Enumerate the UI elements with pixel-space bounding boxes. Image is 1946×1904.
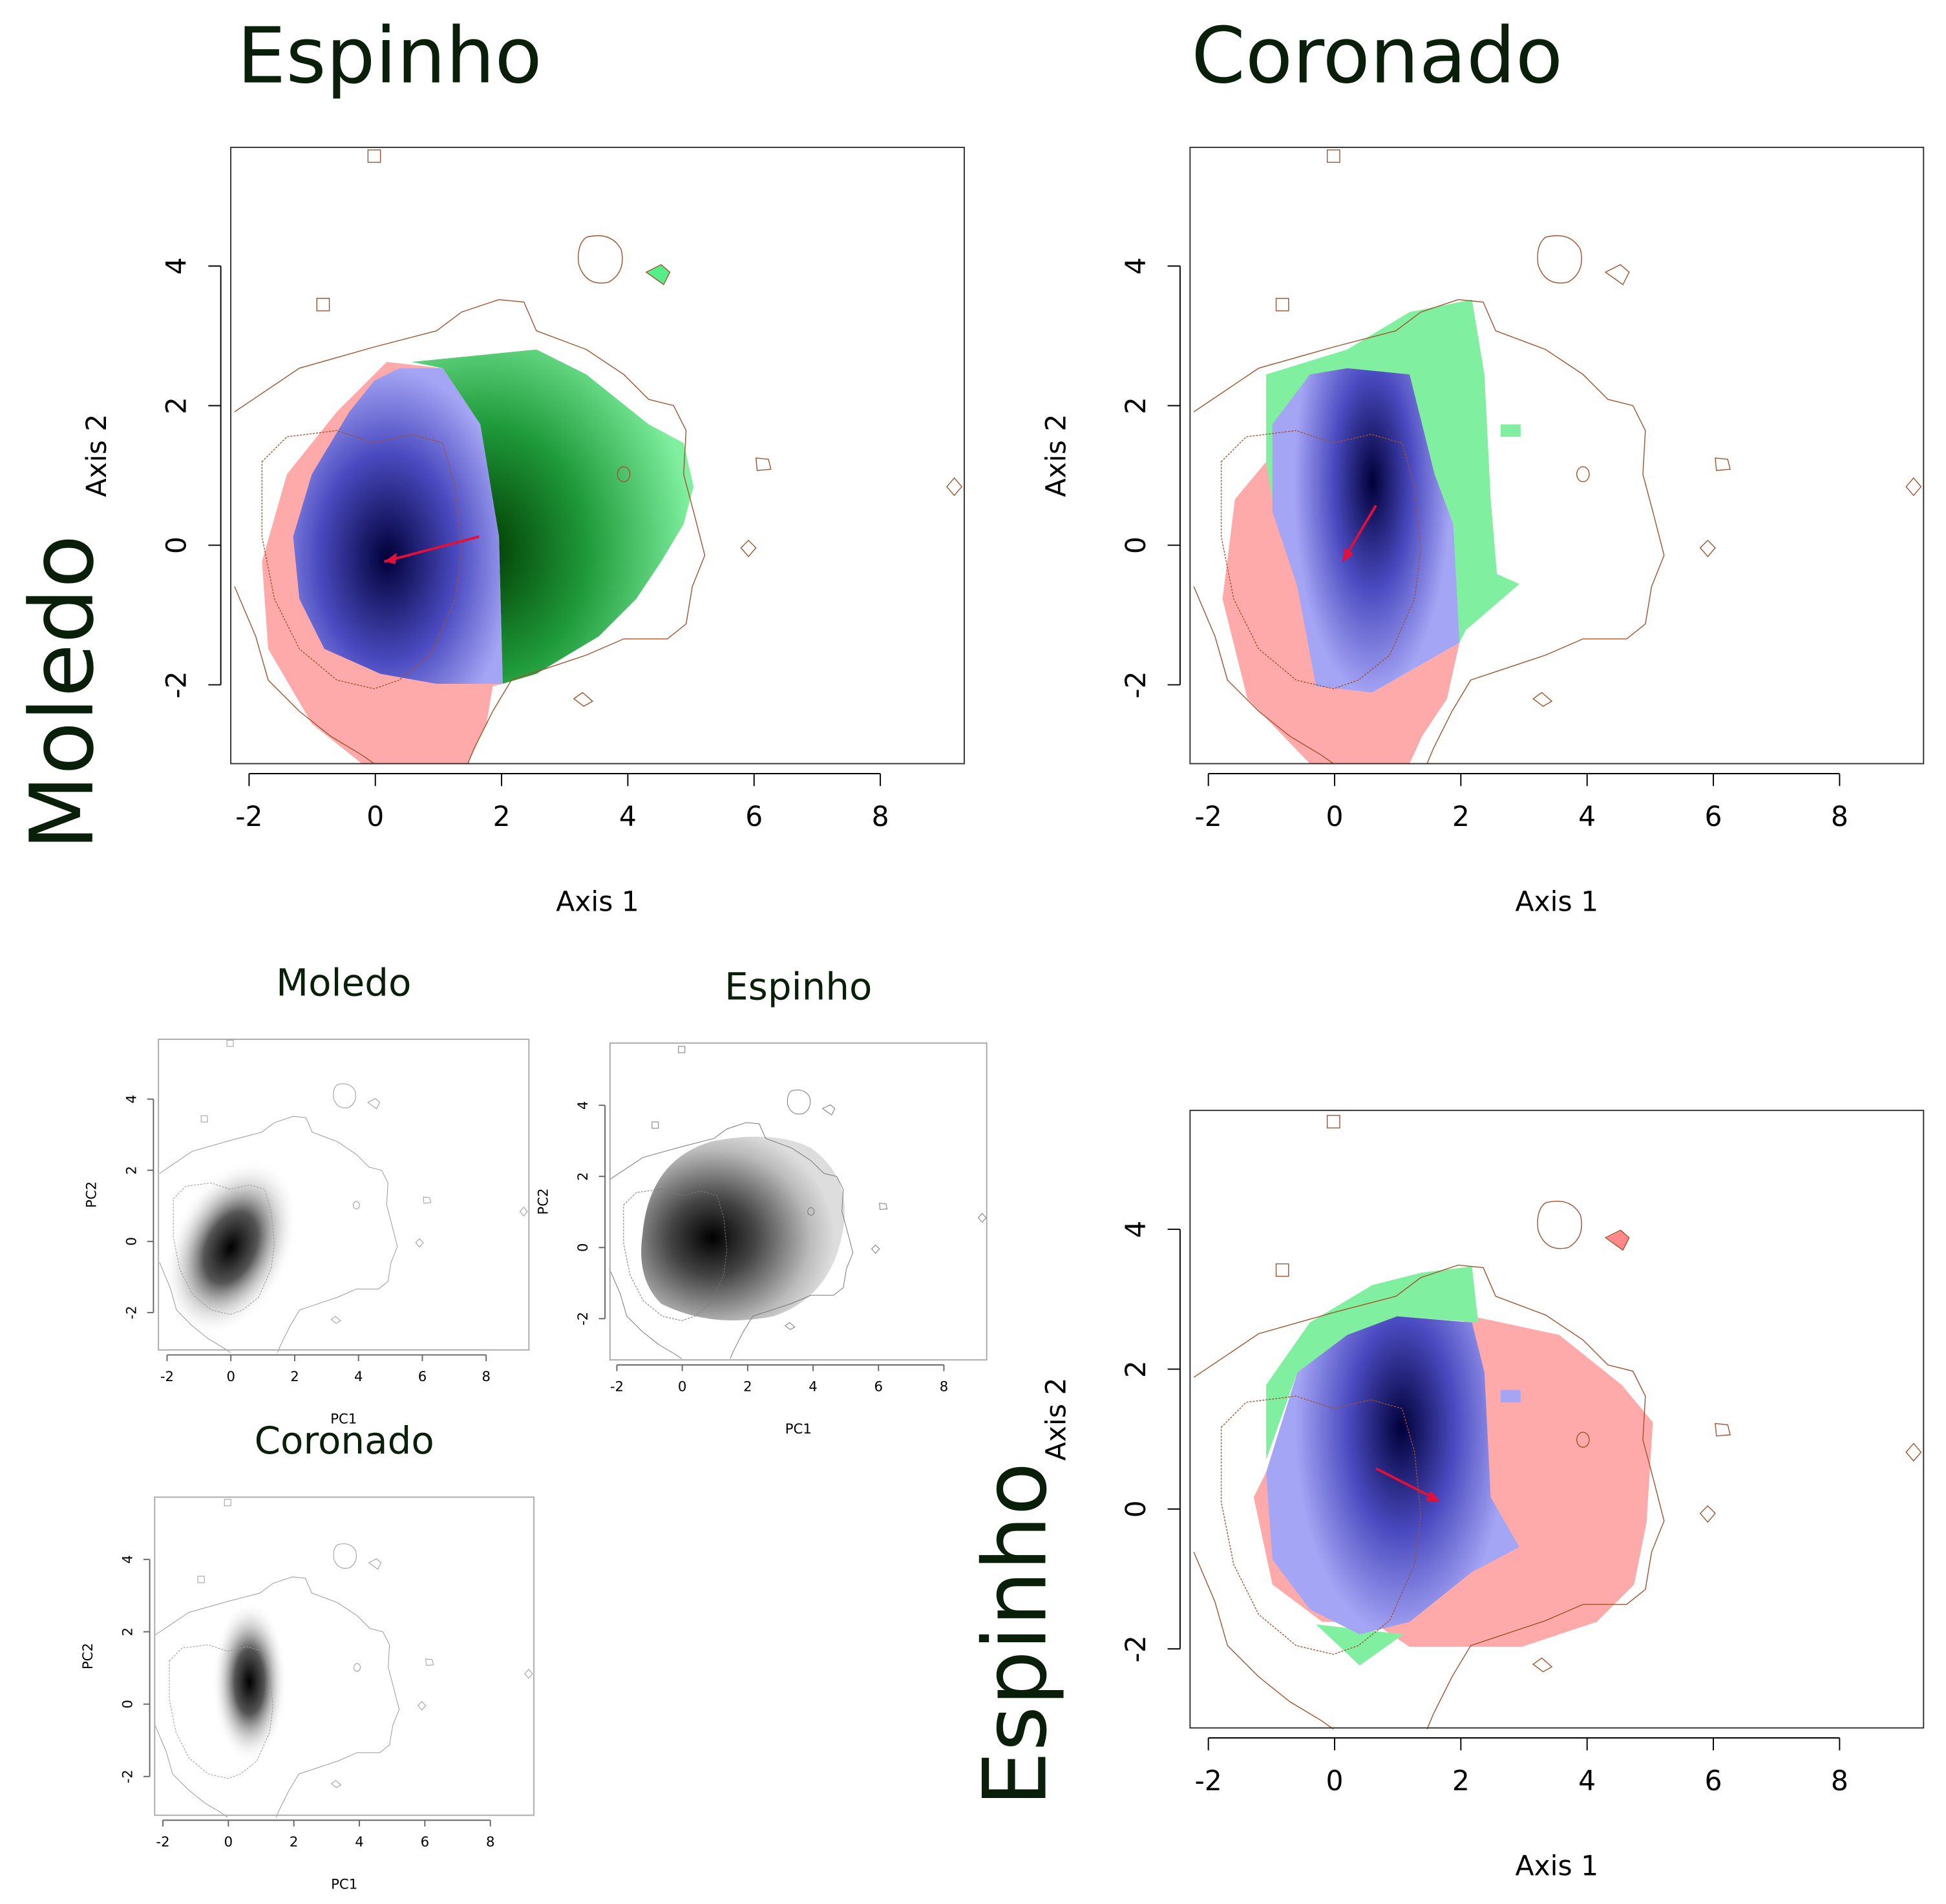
x-tick-label: 8 [872,801,889,833]
x-tick-label: 6 [1705,801,1722,833]
x-tick-label: 8 [1831,1766,1848,1797]
x-axis-label: Axis 1 [556,886,639,918]
x-axis-label: PC1 [331,1877,357,1893]
x-tick-label: 8 [486,1834,495,1850]
y-tick-label: 4 [1121,1221,1152,1238]
y-tick-label: 0 [1121,536,1152,554]
y-axis-label: PC2 [80,1643,96,1669]
panel-title: Coronado [255,1419,434,1463]
y-tick-label: 2 [1121,1360,1152,1378]
x-tick-label: -2 [160,1369,174,1385]
row-title: Moledo [12,534,113,850]
y-axis-label: Axis 2 [1041,414,1072,498]
x-tick-label: 8 [1831,801,1848,833]
x-tick-label: -2 [235,801,262,833]
y-axis-label: Axis 2 [1041,1378,1072,1461]
density-regions [1222,299,1521,764]
plot-frame [154,1496,535,1816]
y-tick-label: 0 [162,536,193,554]
x-tick-label: 6 [421,1834,430,1850]
x-tick-label: 0 [224,1834,233,1850]
x-tick-label: 2 [290,1369,299,1385]
plot-frame [158,1039,530,1351]
y-tick-label: -2 [162,671,193,698]
x-tick-label: -2 [156,1834,169,1850]
x-axis-label: PC1 [785,1421,812,1437]
y-tick-label: 2 [162,397,193,414]
density-regions [262,264,694,764]
y-tick-label: 2 [120,1627,136,1636]
x-tick-label: 4 [619,801,637,833]
x-axis-label: PC1 [330,1412,357,1428]
x-tick-label: 0 [226,1369,235,1385]
y-tick-label: -2 [575,1312,591,1326]
x-tick-label: 4 [1578,1766,1596,1797]
x-tick-label: 2 [1452,1766,1470,1797]
density-regions [1253,1230,1653,1666]
x-tick-label: 8 [940,1379,949,1395]
y-axis-label: Axis 2 [81,414,113,498]
y-tick-label: 0 [1121,1500,1152,1518]
y-tick-label: 4 [162,257,193,275]
x-tick-label: 4 [354,1369,363,1385]
y-tick-label: 0 [575,1243,591,1253]
x-tick-label: 0 [1326,801,1343,833]
y-tick-label: 4 [575,1101,591,1110]
x-tick-label: 2 [290,1834,299,1850]
x-tick-label: -2 [1194,1766,1222,1797]
x-axis-label: Axis 1 [1516,886,1599,918]
panel-title: Moledo [276,961,411,1005]
y-tick-label: 4 [1121,257,1152,275]
y-tick-label: 4 [120,1555,136,1564]
row-title: Espinho [964,1462,1066,1806]
x-tick-label: 4 [355,1834,364,1850]
plot-frame [1189,1110,1925,1729]
y-tick-label: 0 [120,1700,136,1709]
x-tick-label: 4 [809,1379,818,1395]
y-tick-label: -2 [123,1306,140,1319]
x-tick-label: -2 [1194,801,1222,833]
x-tick-label: 0 [678,1379,687,1395]
y-axis-label: PC2 [84,1181,100,1208]
x-tick-label: 0 [1326,1766,1343,1797]
x-tick-label: 6 [745,801,763,833]
x-tick-label: 6 [418,1369,427,1385]
panel-title: Espinho [724,964,872,1008]
y-tick-label: 2 [1121,397,1152,414]
x-tick-label: 2 [493,801,511,833]
density-gray [164,1136,845,1763]
y-tick-label: 2 [575,1172,591,1181]
plot-frame [230,147,965,765]
x-tick-label: 0 [366,801,384,833]
x-tick-label: 6 [1705,1766,1722,1797]
y-tick-label: 2 [123,1166,140,1175]
x-tick-label: 2 [1452,801,1470,833]
y-tick-label: -2 [120,1770,136,1783]
column-title: Coronado [1191,12,1563,101]
x-tick-label: -2 [610,1379,624,1395]
plot-frame [609,1042,988,1361]
x-tick-label: 6 [874,1379,883,1395]
x-tick-label: 2 [743,1379,752,1395]
x-axis-label: Axis 1 [1516,1850,1599,1882]
y-tick-label: -2 [1121,671,1152,698]
x-tick-label: 8 [481,1369,491,1385]
y-axis-label: PC2 [535,1188,551,1214]
column-title: Espinho [237,12,542,101]
x-tick-label: 4 [1578,801,1596,833]
plot-frame [1189,147,1925,765]
y-tick-label: -2 [1121,1635,1152,1662]
y-tick-label: 4 [123,1095,140,1104]
y-tick-label: 0 [123,1237,140,1246]
